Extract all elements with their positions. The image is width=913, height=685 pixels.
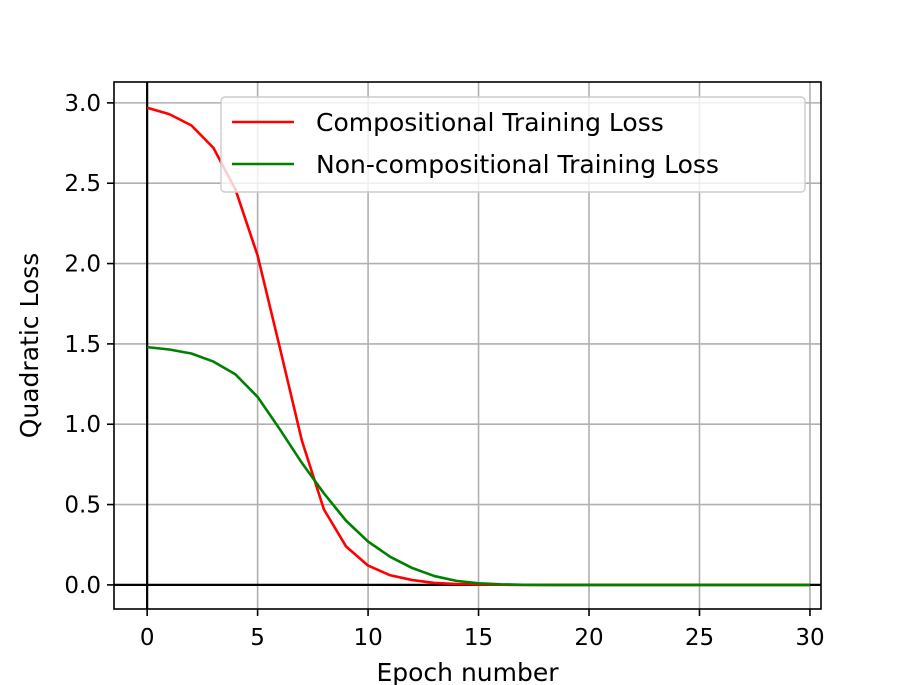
legend: Compositional Training Loss Non-compositi… [220, 96, 806, 193]
y-tick-label: 0.0 [64, 573, 101, 599]
series-line-2 [146, 345, 810, 587]
y-tick-label: 2.5 [64, 171, 101, 197]
y-tick-label: 1.5 [64, 332, 101, 358]
axis-ticks: 0 5 10 15 20 25 30 0.0 0.5 1.0 1.5 2.0 2.5 3.0 [64, 91, 824, 651]
x-tick-label: 5 [250, 625, 265, 651]
x-axis-label: Epoch number [376, 658, 559, 685]
y-tick-label: 3.0 [64, 91, 101, 117]
y-tick-label: 1.0 [64, 412, 101, 438]
x-tick-label: 25 [685, 625, 714, 651]
y-tick-label: 2.0 [64, 252, 101, 278]
x-tick-label: 0 [140, 625, 155, 651]
legend-box [220, 96, 806, 193]
y-axis-label: Quadratic Loss [15, 253, 44, 439]
x-tick-label: 10 [353, 625, 382, 651]
x-tick-label: 30 [795, 625, 824, 651]
y-tick-label: 0.5 [64, 493, 101, 519]
legend-label: Compositional Training Loss [316, 108, 664, 137]
plot-area-frame [113, 81, 822, 610]
series-lines [146, 106, 810, 587]
x-tick-label: 15 [464, 625, 493, 651]
x-tick-label: 20 [574, 625, 603, 651]
legend-label: Non-compositional Training Loss [316, 150, 719, 179]
